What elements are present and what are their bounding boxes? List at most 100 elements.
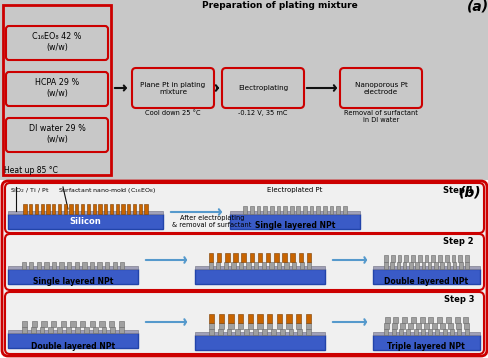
Bar bbox=[133, 204, 136, 214]
Bar bbox=[305, 314, 310, 323]
Bar bbox=[99, 321, 104, 327]
Bar bbox=[430, 255, 434, 262]
Bar bbox=[102, 327, 106, 333]
Bar bbox=[276, 262, 281, 269]
Bar bbox=[208, 323, 214, 329]
Bar bbox=[464, 255, 468, 262]
Bar bbox=[404, 255, 407, 262]
Bar bbox=[306, 253, 311, 262]
Bar bbox=[384, 262, 387, 269]
Bar bbox=[218, 314, 224, 323]
Bar bbox=[414, 262, 418, 269]
Bar bbox=[446, 262, 449, 269]
Bar bbox=[31, 327, 36, 333]
Bar bbox=[22, 321, 27, 327]
Bar bbox=[305, 323, 310, 329]
Bar bbox=[112, 262, 117, 269]
Bar bbox=[195, 269, 325, 284]
Text: Heat up 85 °C: Heat up 85 °C bbox=[4, 166, 58, 175]
Bar bbox=[372, 266, 479, 269]
Text: Surfactant nano-mold (C$_{16}$EO$_8$): Surfactant nano-mold (C$_{16}$EO$_8$) bbox=[58, 186, 156, 195]
Bar bbox=[82, 262, 86, 269]
Bar bbox=[75, 327, 80, 333]
FancyBboxPatch shape bbox=[5, 234, 483, 290]
Bar bbox=[288, 329, 293, 335]
Bar bbox=[195, 266, 325, 269]
Bar bbox=[8, 211, 163, 214]
Bar bbox=[303, 206, 306, 214]
Bar bbox=[231, 262, 235, 269]
Bar bbox=[397, 255, 401, 262]
Bar bbox=[265, 253, 270, 262]
Bar bbox=[21, 262, 26, 269]
Bar bbox=[402, 262, 406, 269]
Bar bbox=[424, 323, 428, 329]
Bar bbox=[410, 255, 414, 262]
Bar bbox=[75, 204, 78, 214]
Bar bbox=[439, 323, 444, 329]
Text: Single layered NPt: Single layered NPt bbox=[33, 277, 113, 286]
Bar bbox=[244, 329, 249, 335]
Bar bbox=[256, 206, 260, 214]
FancyBboxPatch shape bbox=[132, 68, 214, 108]
Bar bbox=[263, 206, 266, 214]
Bar bbox=[233, 253, 237, 262]
Bar bbox=[257, 323, 262, 329]
Bar bbox=[437, 255, 441, 262]
Bar bbox=[464, 329, 468, 335]
Bar bbox=[407, 323, 412, 329]
Bar bbox=[454, 317, 459, 323]
Text: (a): (a) bbox=[466, 0, 488, 13]
Bar bbox=[208, 253, 213, 262]
Bar bbox=[216, 253, 221, 262]
Text: Electroplating: Electroplating bbox=[237, 85, 287, 91]
Bar bbox=[431, 323, 436, 329]
Text: Plane Pt in plating
mixture: Plane Pt in plating mixture bbox=[140, 82, 205, 95]
Bar bbox=[410, 317, 415, 323]
Bar bbox=[420, 329, 424, 335]
Bar bbox=[276, 314, 282, 323]
Bar bbox=[119, 321, 124, 327]
Bar bbox=[63, 204, 67, 214]
FancyBboxPatch shape bbox=[5, 292, 483, 354]
Bar bbox=[41, 321, 46, 327]
Bar bbox=[195, 335, 325, 350]
Bar bbox=[295, 323, 301, 329]
Bar bbox=[66, 327, 71, 333]
Bar bbox=[447, 323, 452, 329]
Bar bbox=[286, 323, 291, 329]
Text: Step 1: Step 1 bbox=[443, 186, 473, 195]
Bar bbox=[249, 253, 254, 262]
Bar bbox=[400, 323, 404, 329]
Bar bbox=[401, 317, 406, 323]
Bar bbox=[372, 269, 479, 284]
Bar bbox=[434, 329, 439, 335]
Bar bbox=[195, 332, 325, 335]
FancyBboxPatch shape bbox=[339, 68, 421, 108]
Bar bbox=[253, 329, 258, 335]
Bar bbox=[208, 329, 213, 335]
Bar bbox=[282, 253, 286, 262]
Bar bbox=[48, 327, 53, 333]
Bar bbox=[296, 206, 300, 214]
Bar bbox=[37, 262, 41, 269]
Bar bbox=[415, 323, 420, 329]
Text: Single layered NPt: Single layered NPt bbox=[254, 221, 334, 230]
Bar bbox=[22, 327, 27, 333]
Bar bbox=[336, 206, 339, 214]
Bar bbox=[238, 323, 243, 329]
Bar bbox=[61, 321, 66, 327]
Bar bbox=[35, 204, 38, 214]
Bar bbox=[290, 253, 294, 262]
Bar bbox=[40, 327, 44, 333]
Bar bbox=[384, 323, 388, 329]
Bar bbox=[266, 323, 272, 329]
Bar bbox=[408, 262, 412, 269]
Bar bbox=[8, 266, 138, 269]
Bar bbox=[69, 204, 73, 214]
Bar bbox=[436, 317, 441, 323]
Bar bbox=[32, 321, 37, 327]
Text: Triple layered NPt: Triple layered NPt bbox=[386, 342, 464, 351]
Text: Double layered NPt: Double layered NPt bbox=[31, 342, 115, 351]
Bar bbox=[208, 262, 212, 269]
